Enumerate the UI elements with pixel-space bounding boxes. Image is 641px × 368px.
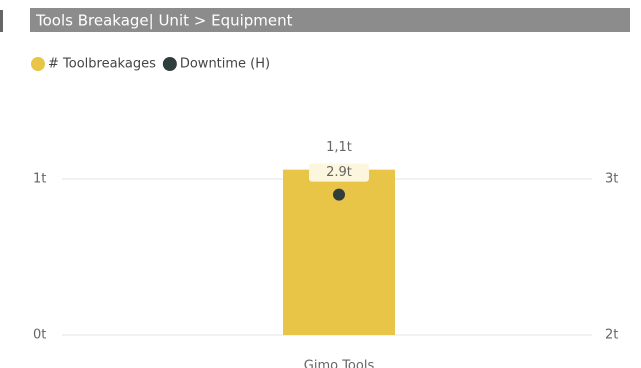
legend-label: Downtime (H) <box>180 57 270 72</box>
data-label: 1,1t <box>326 140 352 155</box>
edge-mark <box>0 10 3 32</box>
y-tick-label: 1t <box>33 172 46 187</box>
data-label: 2.9t <box>326 165 352 180</box>
x-tick-label: Gimo Tools <box>304 359 375 368</box>
y-tick-label: 0t <box>33 328 46 343</box>
legend-label: # Toolbreakages <box>48 57 156 72</box>
y2-tick-label: 3t <box>605 172 618 187</box>
chart-title: Tools Breakage| Unit > Equipment <box>35 12 293 30</box>
legend-marker <box>162 57 177 71</box>
data-label-bg <box>309 163 369 182</box>
point <box>333 188 345 201</box>
y2-tick-label: 2t <box>605 328 618 343</box>
legend-marker <box>31 57 45 71</box>
title-bar <box>30 8 630 32</box>
